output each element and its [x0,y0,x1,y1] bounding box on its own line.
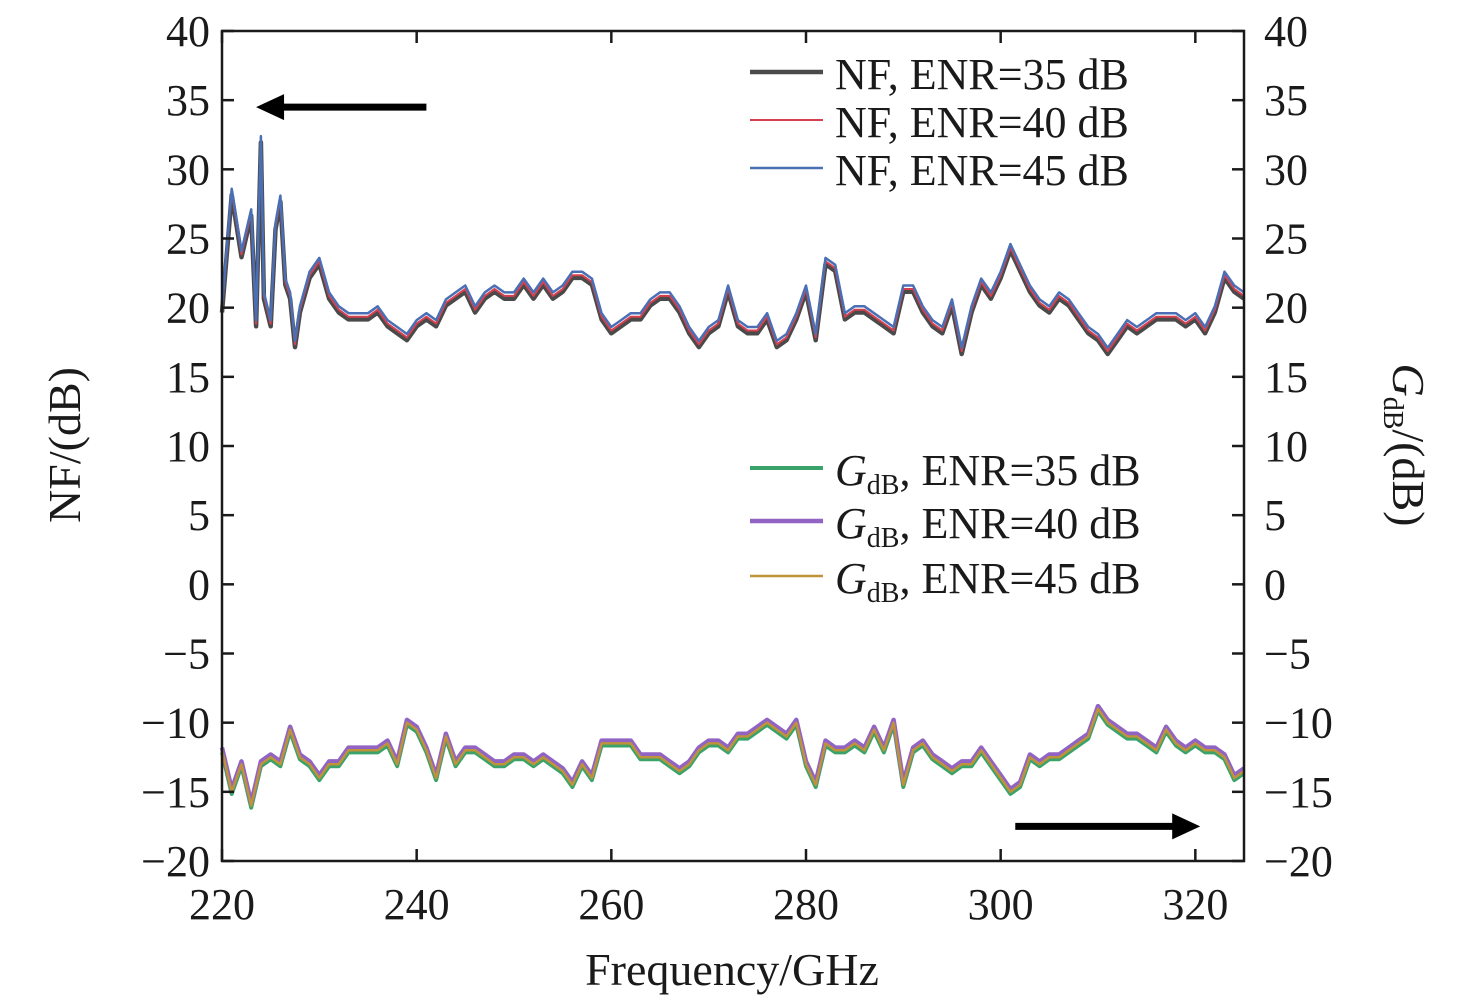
y-tick-label-left: 35 [166,76,210,125]
y-tick-label-right: 30 [1264,145,1308,194]
legend-label-5: GdB, ENR=40 dB [835,499,1141,554]
y-tick-label-right: 15 [1264,353,1308,402]
y-axis-title-left: NF/(dB) [39,367,90,523]
y-tick-label-left: 0 [188,560,210,609]
y-tick-label-right: −15 [1264,768,1333,817]
x-tick-label: 260 [578,880,644,929]
y-tick-label-left: −5 [163,630,210,679]
series-line-2 [221,138,1245,353]
arrow-head-right [1172,813,1201,840]
x-tick-label: 240 [384,880,450,929]
series-layer [219,134,1246,810]
y-tick-label-right: 25 [1264,215,1308,264]
y-tick-label-right: −10 [1264,699,1333,748]
y-tick-label-right: 10 [1264,422,1308,471]
x-tick-label: 320 [1162,880,1228,929]
y-tick-label-left: 30 [166,145,210,194]
legend-label-tail: , ENR=45 dB [899,554,1140,603]
y-tick-label-right: 40 [1264,7,1308,56]
legend-label-tail: , ENR=40 dB [899,499,1140,548]
y-tick-label-right: 20 [1264,284,1308,333]
legend-label-1: NF, ENR=35 dB [835,50,1129,99]
x-tick-label: 220 [189,880,255,929]
x-tick-label: 300 [968,880,1034,929]
y-tick-label-left: −15 [141,768,210,817]
y-tick-label-left: 5 [188,491,210,540]
y-tick-label-right: −20 [1264,837,1333,886]
legend-label-2: NF, ENR=40 dB [835,98,1129,147]
y-tick-label-right: 35 [1264,76,1308,125]
y-tick-label-left: 25 [166,215,210,264]
legend-label-6: GdB, ENR=45 dB [835,554,1141,609]
arrow-head-left [256,94,285,121]
series-line-1 [219,140,1246,357]
y-axis-title-right-tail: /(dB) [1383,429,1434,526]
y-tick-label-left: −10 [141,699,210,748]
axes-layer: 220 240 260 280 300 320−20 −20−15 −15−10 −10−5 −5… [141,7,1333,929]
series-line-6 [220,707,1245,807]
legend-label-main: G [835,446,867,495]
y-axis-title-right-sub: dB [1377,397,1408,430]
y-tick-label-left: 15 [166,353,210,402]
y-axis-title-right: GdB/(dB) [1377,363,1434,526]
x-tick-label: 280 [773,880,839,929]
legend-label-sub: dB [867,578,900,609]
legend-label-tail: , ENR=35 dB [899,446,1140,495]
legend-label-sub: dB [867,470,900,501]
y-tick-label-left: 10 [166,422,210,471]
x-axis-title: Frequency/GHz [585,944,879,995]
y-tick-label-right: 0 [1264,560,1286,609]
legend-label-main: G [835,499,867,548]
legend-label-main: G [835,554,867,603]
annotation-layer [256,94,1201,840]
legend-label-3: NF, ENR=45 dB [835,146,1129,195]
y-tick-label-left: −20 [141,837,210,886]
series-line-5 [219,703,1246,806]
y-tick-label-left: 40 [166,7,210,56]
y-tick-label-left: 20 [166,284,210,333]
legend-label-4: GdB, ENR=35 dB [835,446,1141,501]
legend-label-sub: dB [867,523,900,554]
y-tick-label-right: −5 [1264,630,1311,679]
y-tick-label-right: 5 [1264,491,1286,540]
y-axis-title-right-main: G [1383,363,1434,396]
series-line-3 [220,134,1245,350]
